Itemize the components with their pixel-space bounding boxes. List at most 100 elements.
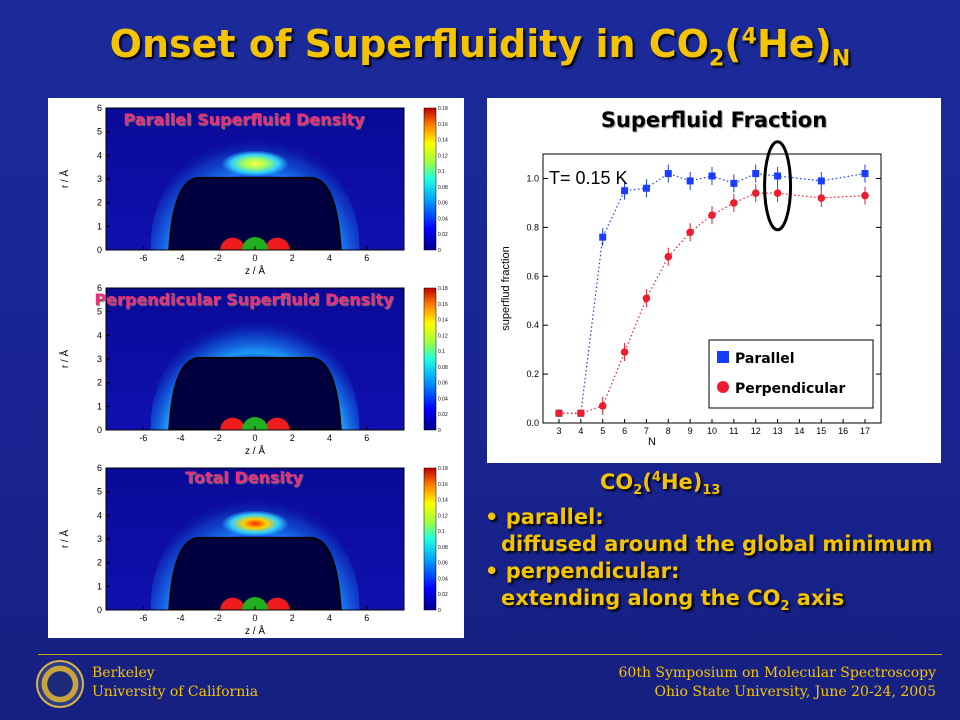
x-tick-label: -6 [139, 613, 147, 623]
x-tick-label: 7 [644, 426, 649, 436]
colorbar-tick-label: 0.12 [438, 153, 448, 159]
data-point-parallel [708, 172, 716, 180]
colorbar-tick-label: 0.02 [438, 592, 448, 598]
data-point-parallel [621, 187, 629, 195]
footer-university: University of California [92, 684, 259, 700]
data-point-perpendicular [751, 189, 760, 197]
y-tick-label: 0.0 [526, 418, 539, 428]
colorbar-tick-label: 0.02 [438, 232, 448, 238]
slide-title: Onset of Superfluidity in CO2(4He)N [109, 22, 851, 72]
x-tick-label: 2 [290, 253, 295, 263]
data-point-perpendicular [708, 211, 716, 219]
legend-label-perpendicular: Perpendicular [735, 381, 845, 397]
x-tick-label: -2 [214, 433, 222, 443]
x-tick-label: 0 [252, 433, 257, 443]
y-tick-label: 2 [97, 558, 102, 568]
x-axis-label: z / Å [245, 264, 265, 276]
x-axis-label: z / Å [245, 444, 265, 456]
data-point-parallel [642, 184, 650, 192]
x-tick-label: 8 [666, 426, 671, 436]
y-tick-label: 0.4 [526, 320, 539, 330]
bullet-parallel: • parallel: [485, 505, 604, 529]
colorbar [423, 107, 437, 251]
colorbar-tick-label: 0.1 [438, 349, 445, 355]
bullet-perpendicular: • perpendicular: [485, 559, 680, 583]
y-tick-label: 6 [97, 283, 102, 293]
y-tick-label: 1.0 [526, 173, 539, 183]
y-tick-label: 0.2 [526, 369, 539, 379]
footer-symposium-name: 60th Symposium on Molecular Spectroscopy [618, 665, 936, 681]
x-tick-label: 15 [816, 426, 826, 436]
x-tick-label: 11 [729, 426, 738, 436]
colorbar-tick-label: 0.12 [438, 513, 448, 519]
axis-mask [106, 610, 404, 636]
colorbar-tick-label: 0.02 [438, 412, 448, 418]
x-tick-label: 5 [600, 426, 605, 436]
x-tick-label: -2 [214, 613, 222, 623]
x-tick-label: -4 [176, 613, 184, 623]
data-point-perpendicular [598, 402, 607, 410]
superfluid-fraction-chart: Superfluid Fraction 0.0 0.2 0.4 0.6 0.8 1.0 3 4… [487, 98, 941, 463]
legend-label-parallel: Parallel [735, 351, 795, 367]
x-tick-label: 4 [327, 253, 332, 263]
colorbar-tick-label: 0.06 [438, 381, 448, 387]
y-tick-label: 6 [97, 463, 102, 473]
y-axis-label: r / Å [58, 350, 71, 369]
molecule-exclusion-region [168, 536, 342, 611]
data-point-perpendicular [642, 294, 651, 303]
footer-symposium: 60th Symposium on Molecular Spectroscopy… [619, 664, 936, 702]
y-tick-label: 4 [97, 330, 102, 340]
footer-affiliation: Berkeley University of California [92, 664, 258, 702]
x-tick-label: 17 [860, 426, 870, 436]
data-point-perpendicular [620, 348, 629, 356]
colorbar-tick-label: 0.06 [438, 561, 448, 567]
colorbar-tick-label: 0.06 [438, 201, 448, 207]
y-axis-label: r / Å [58, 530, 71, 549]
y-tick-label: 0 [97, 425, 102, 435]
data-point-perpendicular [773, 189, 782, 197]
y-tick-label: 3 [97, 354, 102, 364]
parallel-density-map: -6 -4 -2 0 2 4 6 0 1 2 3 4 5 6 z / Å r / Å 0 0.02 0.04 0.06… [48, 98, 464, 276]
colorbar-tick-label: 0.16 [438, 302, 448, 308]
x-tick-label: 16 [838, 426, 848, 436]
molecule-exclusion-region [168, 356, 342, 431]
x-tick-label: 0 [252, 253, 257, 263]
y-tick-label: 2 [97, 378, 102, 388]
colorbar-tick-label: 0.14 [438, 498, 448, 504]
x-tick-label: 6 [622, 426, 627, 436]
x-tick-label: -2 [214, 253, 222, 263]
colorbar-tick-label: 0.08 [438, 365, 448, 371]
data-point-parallel [774, 172, 782, 180]
density-plot-svg: -6 -4 -2 0 2 4 6 0 1 2 3 4 5 6 z / Å r / Å 0 0.02 0.04 0.06… [58, 283, 448, 456]
x-axis-label: N [648, 436, 656, 448]
x-tick-label: -4 [176, 433, 184, 443]
data-point-perpendicular [686, 228, 694, 237]
y-tick-label: 5 [97, 127, 102, 137]
colorbar-tick-label: 0 [438, 608, 441, 614]
density-plot-svg: -6 -4 -2 0 2 4 6 0 1 2 3 4 5 6 z / Å r / Å 0 0.02 0.04 0.06… [58, 463, 448, 636]
colorbar-tick-label: 0.14 [438, 318, 448, 324]
legend-marker-perpendicular [717, 381, 729, 393]
colorbar-tick-label: 0 [438, 428, 441, 434]
colorbar-tick-label: 0.1 [438, 169, 445, 175]
x-tick-label: 13 [773, 426, 783, 436]
x-tick-label: 14 [794, 426, 804, 436]
total-density-map: -6 -4 -2 0 2 4 6 0 1 2 3 4 5 6 z / Å r / Å 0 0.02 0.04 0.06… [48, 458, 464, 636]
colorbar-tick-label: 0 [438, 248, 441, 254]
x-tick-label: 6 [364, 433, 369, 443]
y-tick-label: 0 [97, 605, 102, 615]
colorbar-tick-label: 0.04 [438, 576, 448, 582]
y-tick-label: 5 [97, 307, 102, 317]
colorbar-tick-label: 0.08 [438, 545, 448, 551]
cluster-caption: CO2(4He)13 [600, 470, 721, 499]
x-tick-label: 4 [327, 433, 332, 443]
legend-marker-parallel [717, 351, 729, 363]
density-maximum [221, 150, 289, 177]
x-tick-label: -4 [176, 253, 184, 263]
x-tick-label: -6 [139, 253, 147, 263]
data-point-perpendicular [664, 252, 673, 261]
y-tick-label: 0.6 [526, 271, 539, 281]
data-point-parallel [599, 233, 607, 241]
y-tick-label: 1 [97, 221, 102, 231]
colorbar-tick-label: 0.16 [438, 122, 448, 128]
